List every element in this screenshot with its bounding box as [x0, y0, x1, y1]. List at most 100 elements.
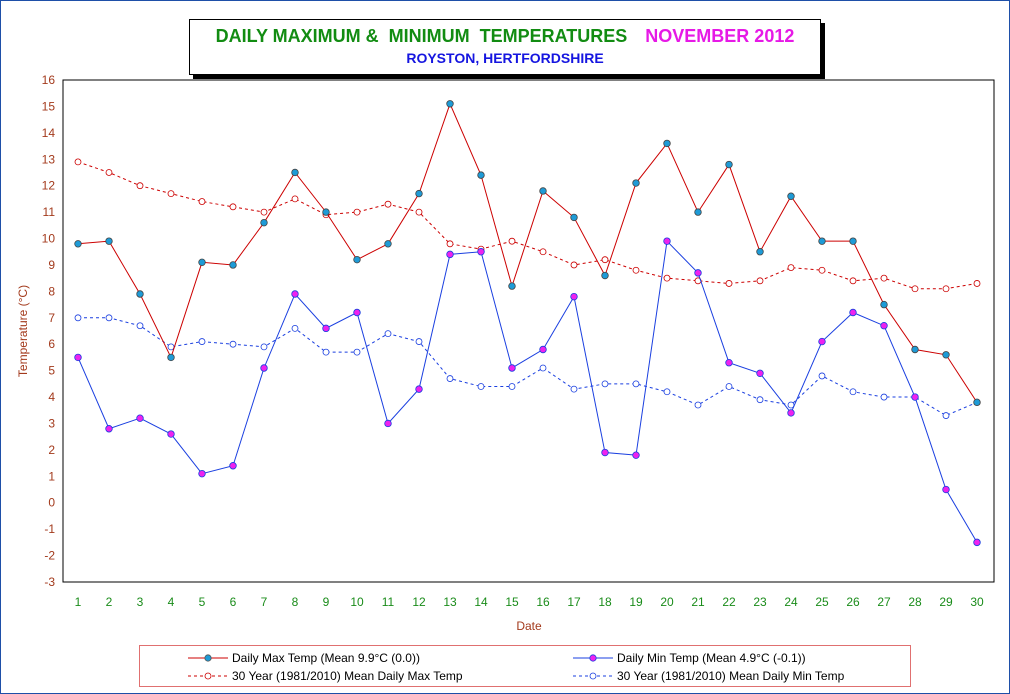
series-daily-min-point [849, 308, 857, 317]
x-tick-label: 13 [443, 595, 457, 609]
series-normal-min-point [756, 396, 764, 404]
series-normal-max-point [260, 208, 268, 216]
legend-label-normal-min: 30 Year (1981/2010) Mean Daily Min Temp [617, 669, 845, 683]
series-normal-max-point [229, 203, 237, 211]
x-tick-label: 6 [230, 595, 237, 609]
series-daily-max-point [198, 258, 206, 267]
series-daily-min-point [663, 237, 671, 245]
x-tick-label: 3 [137, 595, 144, 609]
y-tick-label: 13 [42, 152, 56, 166]
x-tick-label: 25 [815, 595, 829, 609]
series-normal-min-point [291, 324, 299, 332]
y-tick-label: 12 [42, 179, 56, 193]
y-tick-label: 8 [48, 284, 55, 298]
plot-border [62, 79, 995, 583]
series-normal-max-point [508, 237, 516, 245]
x-tick-label: 23 [753, 595, 767, 609]
series-normal-max-point [353, 208, 361, 216]
series-daily-min-point [74, 353, 82, 362]
y-tick-label: 11 [43, 205, 56, 219]
series-normal-min-point [446, 375, 454, 382]
series-normal-max-point [105, 169, 113, 176]
x-tick-label: 4 [168, 595, 175, 609]
series-daily-max-point [818, 237, 826, 245]
series-daily-min-point [322, 324, 330, 333]
series-daily-min-point [136, 414, 144, 422]
series-daily-min-line [77, 240, 978, 543]
series-normal-max [74, 158, 981, 293]
legend-label-normal-max: 30 Year (1981/2010) Mean Daily Max Temp [232, 669, 463, 683]
title-box: DAILY MAXIMUM & MINIMUM TEMPERATURES NOVE… [189, 19, 821, 75]
legend: Daily Max Temp (Mean 9.9°C (0.0)) Daily … [139, 645, 911, 687]
legend-graphic: Daily Max Temp (Mean 9.9°C (0.0)) Daily … [188, 651, 845, 683]
series-daily-max-point [508, 282, 516, 290]
series-daily-max-point [167, 353, 175, 362]
x-tick-label: 8 [292, 595, 299, 609]
series-daily-max-point [849, 237, 857, 245]
series-daily-max-point [601, 271, 609, 280]
series-daily-min [74, 237, 981, 547]
series-normal-min-point [198, 338, 206, 345]
series-daily-max-point [880, 300, 888, 309]
x-tick-label: 15 [505, 595, 519, 609]
y-tick-label: 2 [48, 443, 55, 457]
series-daily-min-point [601, 448, 609, 457]
series-normal-max-point [74, 158, 82, 166]
series-normal-min-point [260, 343, 268, 351]
series-normal-min-point [694, 401, 702, 409]
x-tick-label: 24 [784, 595, 798, 609]
series-normal-min-point [570, 385, 578, 393]
series-normal-max-point [787, 264, 795, 271]
legend-swatch-normal-max-marker [204, 672, 212, 680]
series-normal-max-line [77, 161, 978, 290]
x-tick-label: 1 [75, 595, 82, 609]
x-tick-label: 20 [660, 595, 674, 609]
y-tick-label: 14 [42, 126, 56, 140]
series-normal-max-point [725, 280, 733, 287]
axes [62, 79, 995, 583]
series-daily-min-point [353, 308, 361, 317]
y-tick-label: 4 [48, 390, 55, 404]
y-tick-label: -1 [44, 522, 55, 536]
x-tick-labels: 1 2 3 4 5 6 7 8 9 10 11 12 13 14 15 16 17 18 19 20 21 22 23 24 2… [75, 595, 984, 609]
series-normal-max-point [539, 248, 547, 256]
series-daily-max-point [725, 160, 733, 169]
series-normal-min-point [353, 348, 361, 356]
series-daily-max-point [663, 139, 671, 148]
series-normal-min-point [663, 388, 671, 396]
x-tick-label: 29 [939, 595, 953, 609]
series-normal-max-point [880, 274, 888, 282]
y-tick-label: 6 [48, 337, 55, 351]
series-normal-max-point [291, 195, 299, 203]
y-tick-label: 15 [42, 99, 56, 113]
series-normal-max-point [942, 285, 950, 293]
series-daily-min-point [260, 364, 268, 372]
series-daily-min-point [508, 364, 516, 372]
series-normal-min-point [508, 383, 516, 390]
series-daily-min-point [725, 359, 733, 367]
series-daily-max-point [787, 192, 795, 200]
series-normal-min-point [942, 412, 950, 419]
series-daily-max-point [694, 208, 702, 216]
y-tick-label: 7 [48, 311, 55, 325]
legend-label-max: Daily Max Temp (Mean 9.9°C (0.0)) [232, 651, 420, 665]
legend-item-min: Daily Min Temp (Mean 4.9°C (-0.1)) [573, 651, 806, 665]
series-daily-max-point [415, 189, 423, 198]
x-tick-label: 12 [412, 595, 426, 609]
x-tick-label: 14 [474, 595, 488, 609]
x-tick-label: 27 [877, 595, 891, 609]
series-normal-max-point [849, 277, 857, 285]
series-daily-max-point [229, 261, 237, 269]
legend-swatch-normal-min-marker [589, 672, 597, 680]
series-daily-max-point [973, 398, 981, 407]
series-normal-max-point [818, 266, 826, 274]
series-daily-min-point [787, 409, 795, 417]
x-tick-label: 22 [722, 595, 736, 609]
legend-swatch-max-marker [204, 654, 212, 662]
series-normal-min-point [849, 388, 857, 396]
series-daily-max-point [942, 351, 950, 359]
series-daily-max-point [911, 345, 919, 354]
series-normal-min-point [725, 383, 733, 390]
series-normal-min-point [105, 314, 113, 322]
y-tick-label: 9 [48, 258, 55, 272]
